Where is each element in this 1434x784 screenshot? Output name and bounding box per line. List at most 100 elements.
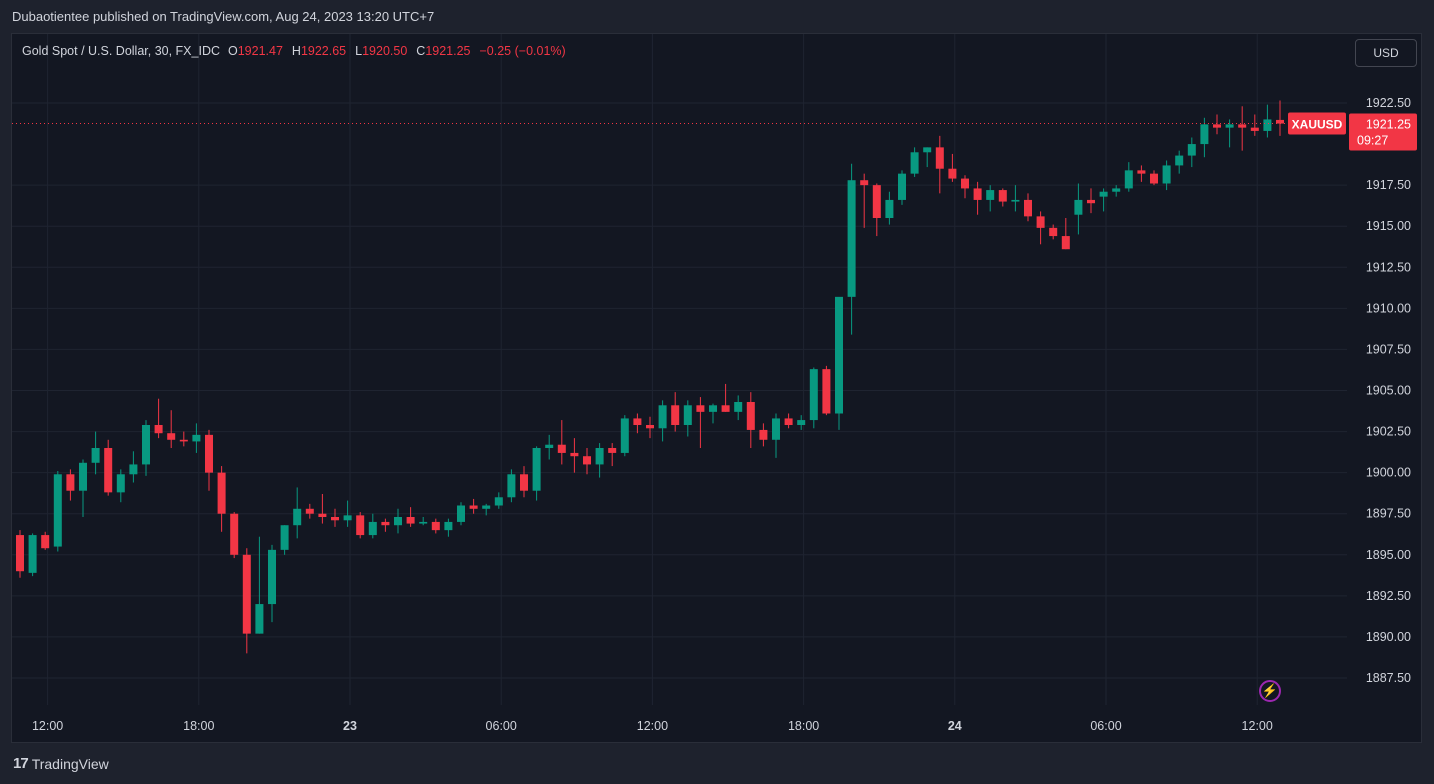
candle-down <box>721 405 730 412</box>
symbol-name: Gold Spot / U.S. Dollar, 30, FX_IDC <box>22 44 220 58</box>
candle-down <box>1061 236 1070 250</box>
candle-up <box>1112 188 1121 192</box>
time-tick-label: 06:00 <box>486 719 517 733</box>
time-tick-label: 12:00 <box>32 719 63 733</box>
price-tick-label: 1890.00 <box>1366 630 1411 644</box>
candle-down <box>431 521 440 531</box>
change-value: −0.25 (−0.01%) <box>479 44 566 58</box>
candle-up <box>1187 144 1196 156</box>
symbol-tag-bg <box>1288 112 1346 135</box>
candle-down <box>331 517 339 521</box>
brand-name: TradingView <box>31 755 109 772</box>
candle-down <box>305 508 314 514</box>
candle-up <box>809 369 818 421</box>
candle-down <box>167 433 176 440</box>
candle-up <box>142 425 150 465</box>
price-tick-label: 1905.00 <box>1366 384 1411 398</box>
candle-up <box>79 462 87 491</box>
candle-down <box>1049 227 1058 237</box>
price-axis: 1922.50 1917.50 1915.00 1912.50 1910.00 1907.… <box>1366 96 1411 685</box>
candle-down <box>646 425 654 429</box>
countdown-value: 09:27 <box>1357 134 1388 148</box>
candle-up <box>53 474 62 547</box>
candle-up <box>885 199 894 218</box>
candle-up <box>734 402 743 412</box>
candle-down <box>1213 124 1221 128</box>
tradingview-brand: 17 TradingView <box>13 755 109 772</box>
candle-down <box>633 418 642 425</box>
candle-down <box>948 168 957 179</box>
price-tick-label: 1902.50 <box>1366 425 1411 439</box>
candle-up <box>293 508 302 526</box>
close-value: 1921.25 <box>425 44 471 58</box>
time-tick-label: 12:00 <box>1242 719 1273 733</box>
candle-down <box>961 178 969 189</box>
candle-up <box>545 444 554 448</box>
candle-up <box>898 173 906 200</box>
candle-down <box>822 369 831 414</box>
candle-down <box>41 535 50 549</box>
candle-down <box>746 402 755 430</box>
grid-lines <box>12 34 1347 705</box>
candle-up <box>116 474 125 493</box>
candle-down <box>1250 127 1259 131</box>
price-tick-label: 1912.50 <box>1366 260 1411 274</box>
candle-up <box>28 535 37 573</box>
time-tick-label: 23 <box>343 719 357 733</box>
candle-up <box>268 549 276 605</box>
candle-up <box>419 521 428 524</box>
price-tick-label: 1892.50 <box>1366 589 1411 603</box>
candle-up <box>1099 191 1108 197</box>
candle-up <box>494 497 503 506</box>
candle-down <box>1276 119 1284 124</box>
candle-up <box>1225 124 1234 128</box>
price-tick-label: 1907.50 <box>1366 342 1411 356</box>
last-price-tag: XAUUSD 1921.25 09:27 <box>1288 112 1417 151</box>
candle-down <box>179 439 188 442</box>
candle-up <box>482 505 491 509</box>
candle-down <box>872 185 881 218</box>
candle-down <box>1137 170 1146 174</box>
candle-up <box>255 604 264 634</box>
price-tag-value: 1921.25 <box>1366 118 1411 132</box>
candle-up <box>709 405 717 412</box>
candle-down <box>759 429 768 440</box>
time-tick-label: 24 <box>948 719 962 733</box>
high-label: H <box>291 44 301 58</box>
publisher-line: Dubaotientee published on TradingView.co… <box>12 9 435 24</box>
candle-down <box>998 190 1007 202</box>
candle-up <box>394 517 402 526</box>
candle-up <box>91 448 100 463</box>
price-tick-label: 1915.00 <box>1366 219 1411 233</box>
candle-up <box>835 296 843 414</box>
price-tag-bg <box>1349 113 1417 151</box>
candle-up <box>1162 165 1171 184</box>
candle-up <box>923 147 932 153</box>
candle-down <box>570 452 579 457</box>
symbol-tag-text: XAUUSD <box>1292 118 1343 132</box>
lightning-icon[interactable]: ⚡ <box>1259 680 1281 702</box>
candle-up <box>620 418 629 453</box>
candle-down <box>242 554 251 634</box>
candle-up <box>910 152 919 174</box>
time-tick-label: 12:00 <box>637 719 668 733</box>
candle-down <box>230 513 239 555</box>
candle-down <box>318 513 327 517</box>
candle-down <box>671 405 680 425</box>
candle-down <box>205 434 213 473</box>
open-label: O <box>228 44 238 58</box>
candle-down <box>104 448 113 493</box>
price-tick-label: 1910.00 <box>1366 301 1411 315</box>
symbol-legend: Gold Spot / U.S. Dollar, 30, FX_IDC O 192… <box>22 44 566 58</box>
candle-up <box>1074 199 1083 215</box>
currency-button[interactable]: USD <box>1355 39 1417 67</box>
candle-down <box>1238 124 1247 128</box>
high-value: 1922.65 <box>300 44 347 58</box>
candle-down <box>469 505 478 509</box>
candle-up <box>1124 170 1133 189</box>
candle-up <box>444 521 453 531</box>
candle-up <box>1263 119 1272 131</box>
close-label: C <box>416 44 426 58</box>
time-tick-label: 18:00 <box>183 719 214 733</box>
